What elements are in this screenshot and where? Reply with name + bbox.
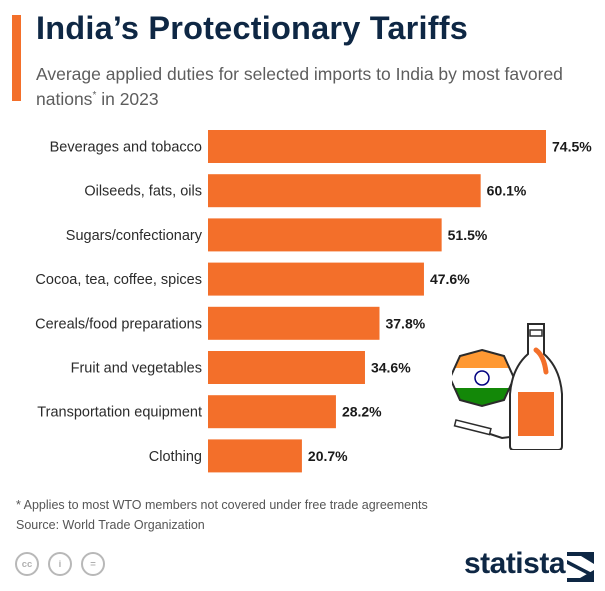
bar — [208, 218, 442, 252]
tariff-illustration-icon — [452, 323, 563, 450]
category-label: Clothing — [149, 449, 202, 465]
statista-logo[interactable]: statista — [463, 547, 566, 580]
category-label: Oilseeds, fats, oils — [84, 184, 202, 200]
category-label: Sugars/confectionary — [66, 228, 203, 244]
category-label: Beverages and tobacco — [50, 140, 202, 156]
value-label: 28.2% — [342, 404, 382, 420]
subtitle-text: Average applied duties for selected impo… — [36, 64, 563, 109]
category-label: Cereals/food preparations — [35, 316, 202, 332]
value-label: 34.6% — [371, 360, 411, 376]
value-label: 47.6% — [430, 271, 470, 287]
statista-logo-mark-icon — [567, 552, 594, 582]
chart-subtitle: Average applied duties for selected impo… — [36, 63, 576, 110]
value-label: 20.7% — [308, 448, 348, 464]
bar — [208, 306, 380, 340]
bar — [208, 130, 546, 163]
bar — [208, 174, 481, 208]
value-label: 51.5% — [448, 227, 488, 243]
bottle-icon — [509, 323, 563, 450]
india-flag-nut-icon — [452, 348, 516, 408]
value-label: 60.1% — [487, 183, 527, 199]
no-derivatives-icon[interactable]: = — [81, 552, 105, 576]
license-icons: cc i = — [15, 552, 105, 576]
title-accent-bar — [12, 15, 21, 101]
attribution-icon[interactable]: i — [48, 552, 72, 576]
bar-chart: Beverages and tobacco 74.5% Oilseeds, fats… — [35, 130, 592, 473]
chart-title: India’s Protectionary Tariffs — [36, 10, 469, 46]
value-label: 74.5% — [552, 139, 592, 155]
bar — [208, 439, 302, 473]
bar — [208, 262, 424, 296]
value-label: 37.8% — [385, 315, 425, 331]
subtitle-footnote-marker: * — [92, 90, 97, 101]
footnote: * Applies to most WTO members not covere… — [16, 498, 428, 512]
category-label: Cocoa, tea, coffee, spices — [35, 272, 202, 288]
bar — [208, 395, 336, 429]
bar — [208, 351, 365, 384]
cc-icon[interactable]: cc — [15, 552, 39, 576]
category-label: Transportation equipment — [37, 405, 202, 421]
category-label: Fruit and vegetables — [71, 361, 202, 377]
subtitle-year: in 2023 — [96, 88, 159, 109]
source-note: Source: World Trade Organization — [16, 518, 205, 532]
